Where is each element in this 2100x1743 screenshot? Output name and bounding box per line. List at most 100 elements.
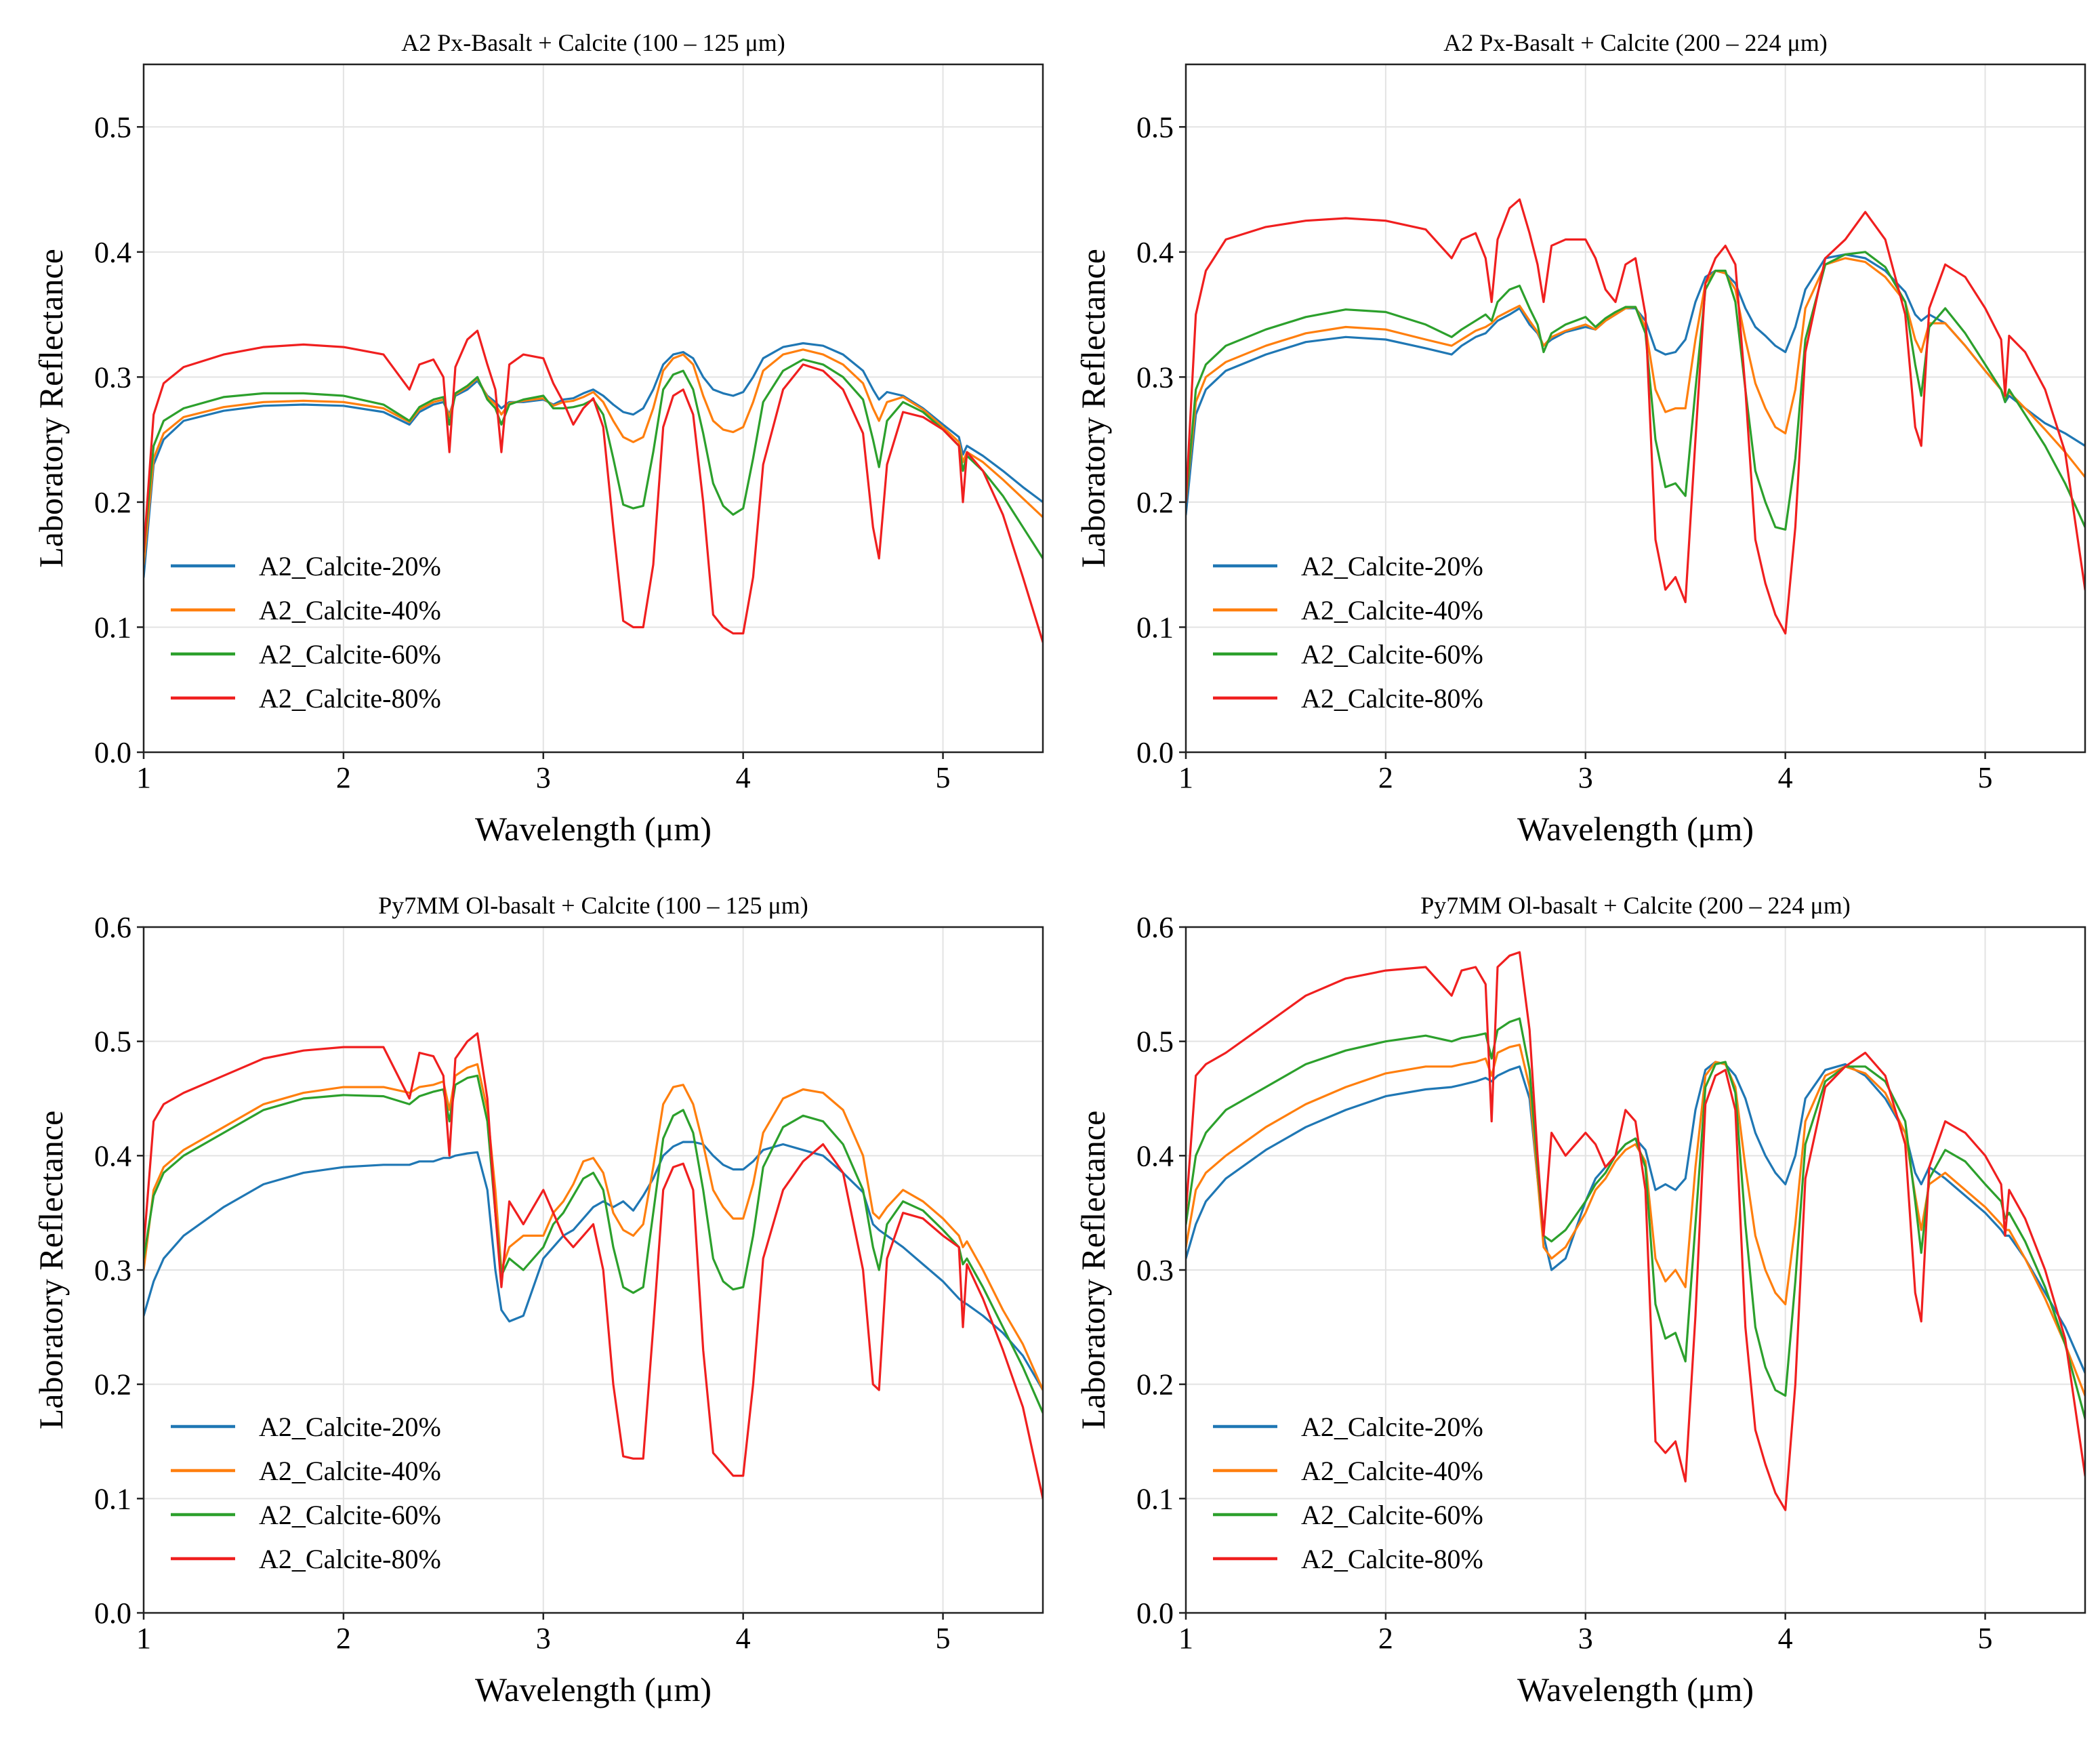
y-tick-label: 0.2 (1136, 1368, 1174, 1401)
y-tick-label: 0.6 (94, 911, 131, 944)
legend-label: A2_Calcite-40% (1301, 1456, 1483, 1486)
y-tick-label: 0.1 (94, 611, 131, 644)
x-tick-label: 5 (936, 1622, 951, 1655)
legend-label: A2_Calcite-20% (1301, 1412, 1483, 1442)
y-tick-label: 0.5 (1136, 1025, 1174, 1059)
series-line-a2-calcite-80- (1186, 951, 2085, 1511)
series-group (144, 1032, 1043, 1500)
chart-panel-ol-basalt-100-125: 1 2 3 4 5 0.0 0.1 0.2 0.3 0.4 0.5 0.6 Py7MM Ol-basal… (32, 892, 1044, 1708)
series-line-a2-calcite-40- (144, 1063, 1043, 1391)
legend-label: A2_Calcite-20% (259, 551, 441, 581)
x-axis-label: Wavelength (μm) (1517, 810, 1754, 848)
series-line-a2-calcite-40- (1186, 257, 2085, 504)
series-line-a2-calcite-60- (144, 1074, 1043, 1414)
x-tick-label: 1 (1178, 761, 1193, 794)
x-tick-label: 2 (1378, 761, 1393, 794)
y-tick-label: 0.4 (1136, 1139, 1174, 1172)
y-tick-label: 0.3 (94, 361, 131, 394)
y-tick-label: 0.5 (1136, 110, 1174, 144)
legend-label: A2_Calcite-60% (1301, 1500, 1483, 1530)
y-axis-label: Laboratory Reflectance (1074, 249, 1112, 568)
x-axis-label: Wavelength (μm) (475, 810, 712, 848)
x-tick-label: 2 (1378, 1622, 1393, 1655)
y-tick-label: 0.3 (1136, 361, 1174, 394)
series-group (1186, 951, 2085, 1511)
legend-label: A2_Calcite-60% (259, 639, 441, 670)
y-tick-label: 0.4 (1136, 236, 1174, 269)
x-tick-label: 4 (736, 1622, 751, 1655)
legend-label: A2_Calcite-40% (1301, 595, 1483, 626)
x-tick-label: 4 (1778, 1622, 1793, 1655)
y-tick-label: 0.3 (1136, 1254, 1174, 1287)
x-tick-label: 3 (536, 761, 551, 794)
series-line-a2-calcite-20- (144, 342, 1043, 579)
x-axis-label: Wavelength (μm) (1517, 1670, 1754, 1708)
legend: A2_Calcite-20% A2_Calcite-40% A2_Calcite-6… (171, 551, 441, 714)
legend-label: A2_Calcite-60% (259, 1500, 441, 1530)
x-tick-label: 3 (1578, 1622, 1593, 1655)
legend-label: A2_Calcite-40% (259, 595, 441, 626)
chart-panel-px-basalt-200-224: 1 2 3 4 5 0.0 0.1 0.2 0.3 0.4 0.5 A2 Px-Basalt + Ca… (1074, 29, 2086, 848)
x-tick-label: 1 (1178, 1622, 1193, 1655)
chart-panel-ol-basalt-200-224: 1 2 3 4 5 0.0 0.1 0.2 0.3 0.4 0.5 0.6 Py7MM Ol-basal… (1074, 892, 2086, 1708)
y-tick-label: 0.4 (94, 1139, 131, 1172)
series-group (1186, 198, 2085, 635)
series-line-a2-calcite-80- (144, 1032, 1043, 1500)
legend-label: A2_Calcite-60% (1301, 639, 1483, 670)
x-tick-label: 1 (136, 1622, 151, 1655)
chart-panel-px-basalt-100-125: 1 2 3 4 5 0.0 0.1 0.2 0.3 0.4 0.5 A2 Px-Basalt + Ca… (32, 29, 1044, 848)
y-tick-label: 0.0 (94, 1597, 131, 1630)
y-tick-label: 0.1 (1136, 611, 1174, 644)
y-tick-label: 0.4 (94, 236, 131, 269)
y-tick-label: 0.0 (1136, 1597, 1174, 1630)
panel-title: Py7MM Ol-basalt + Calcite (100 – 125 μm) (378, 892, 808, 919)
x-tick-label: 1 (136, 761, 151, 794)
legend: A2_Calcite-20% A2_Calcite-40% A2_Calcite-6… (171, 1412, 441, 1574)
y-tick-label: 0.5 (94, 1025, 131, 1059)
series-group (144, 329, 1043, 644)
legend-label: A2_Calcite-80% (259, 1544, 441, 1574)
y-tick-label: 0.6 (1136, 911, 1174, 944)
panel-title: Py7MM Ol-basalt + Calcite (200 – 224 μm) (1420, 892, 1851, 919)
y-tick-label: 0.2 (94, 486, 131, 519)
series-line-a2-calcite-40- (144, 348, 1043, 566)
x-tick-label: 5 (936, 761, 951, 794)
series-line-a2-calcite-80- (1186, 198, 2085, 635)
series-line-a2-calcite-20- (1186, 253, 2085, 516)
y-tick-label: 0.2 (1136, 486, 1174, 519)
x-tick-label: 4 (736, 761, 751, 794)
plot-frame (142, 63, 1044, 754)
x-tick-label: 2 (336, 761, 351, 794)
series-line-a2-calcite-20- (1186, 1061, 2085, 1374)
y-tick-label: 0.3 (94, 1254, 131, 1287)
legend-label: A2_Calcite-20% (1301, 551, 1483, 581)
y-tick-label: 0.5 (94, 110, 131, 144)
x-tick-label: 4 (1778, 761, 1793, 794)
x-tick-label: 3 (1578, 761, 1593, 794)
y-tick-label: 0.1 (1136, 1482, 1174, 1515)
y-axis-label: Laboratory Reflectance (1074, 1111, 1112, 1430)
x-tick-label: 5 (1978, 1622, 1993, 1655)
legend: A2_Calcite-20% A2_Calcite-40% A2_Calcite-6… (1213, 551, 1483, 714)
legend-label: A2_Calcite-40% (259, 1456, 441, 1486)
y-tick-label: 0.0 (94, 736, 131, 769)
legend-label: A2_Calcite-80% (1301, 683, 1483, 714)
x-tick-label: 5 (1978, 761, 1993, 794)
y-tick-label: 0.0 (1136, 736, 1174, 769)
legend-label: A2_Calcite-80% (259, 683, 441, 714)
plot-frame (1185, 63, 2086, 754)
y-tick-label: 0.2 (94, 1368, 131, 1401)
y-axis-label: Laboratory Reflectance (32, 1111, 70, 1430)
legend-label: A2_Calcite-20% (259, 1412, 441, 1442)
x-tick-label: 3 (536, 1622, 551, 1655)
x-tick-label: 2 (336, 1622, 351, 1655)
legend: A2_Calcite-20% A2_Calcite-40% A2_Calcite-6… (1213, 1412, 1483, 1574)
y-axis-label: Laboratory Reflectance (32, 249, 70, 568)
series-line-a2-calcite-80- (144, 329, 1043, 644)
x-axis-label: Wavelength (μm) (475, 1670, 712, 1708)
panel-title: A2 Px-Basalt + Calcite (200 – 224 μm) (1443, 29, 1828, 56)
panel-title: A2 Px-Basalt + Calcite (100 – 125 μm) (401, 29, 785, 56)
y-tick-label: 0.1 (94, 1482, 131, 1515)
